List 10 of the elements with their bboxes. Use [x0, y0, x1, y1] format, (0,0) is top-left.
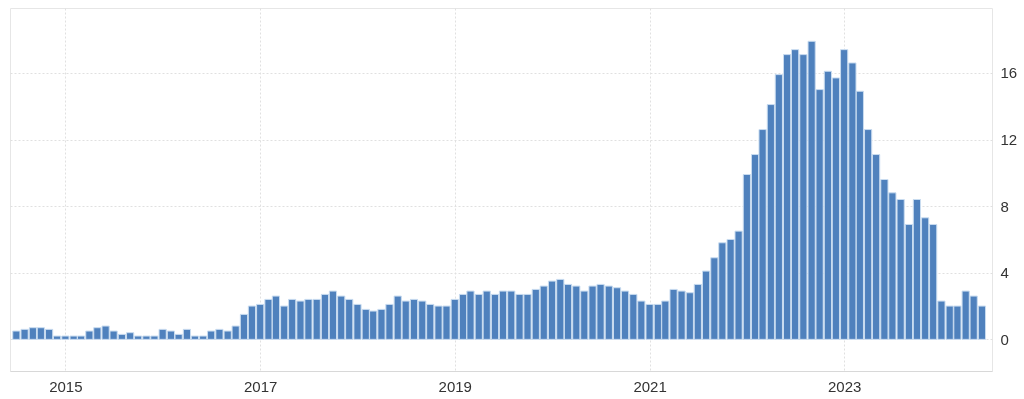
- x-tick-label: 2023: [827, 377, 862, 395]
- x-tick-label: 2017: [244, 377, 278, 395]
- y-tick-label: 16: [1000, 64, 1018, 82]
- x-tick-label: 2021: [633, 377, 667, 395]
- x-tick-label: 2015: [49, 377, 83, 395]
- y-tick-label: 4: [1000, 264, 1009, 282]
- y-tick-label: 12: [1000, 131, 1018, 149]
- y-tick-label: 0: [1000, 330, 1009, 348]
- y-tick-label: 8: [1000, 197, 1009, 215]
- x-tick-label: 2019: [438, 377, 472, 395]
